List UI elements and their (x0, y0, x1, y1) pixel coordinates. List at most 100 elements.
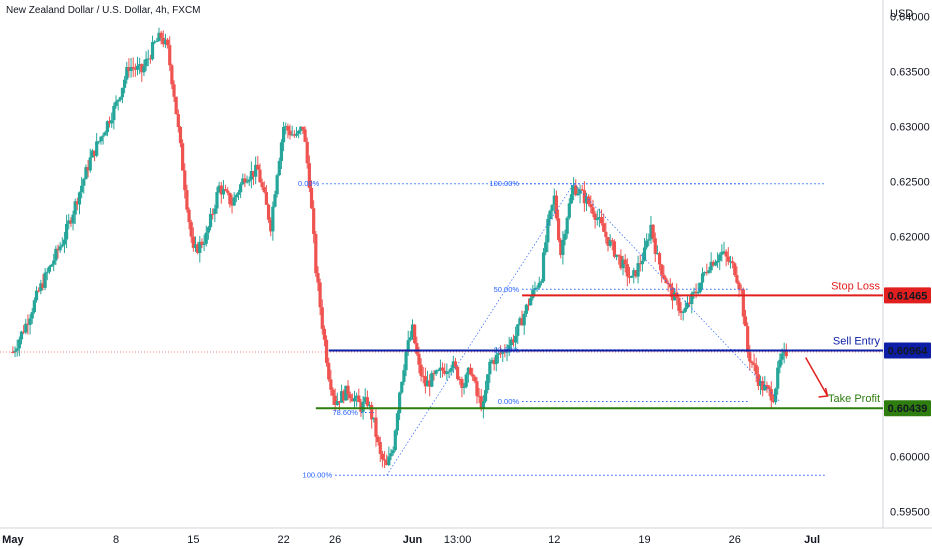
candle-body (150, 42, 155, 60)
candle-body (84, 167, 88, 180)
candle-body (567, 203, 571, 218)
candle-body (522, 313, 526, 326)
candle-body (125, 67, 129, 80)
candle-body (73, 201, 77, 215)
candle-body (498, 353, 503, 355)
candle-body (614, 254, 619, 257)
candle-body (432, 373, 436, 375)
candle-body (339, 391, 344, 403)
candle-body (333, 395, 337, 405)
candle-body (370, 404, 374, 420)
candle-body (400, 381, 404, 393)
plot-area[interactable]: 0.00%100.00%78.60%100.00%50.00%23.60%0.0… (0, 27, 883, 480)
candle-body (599, 217, 604, 224)
candle-body (247, 179, 251, 182)
price-tag (884, 342, 931, 359)
candle-body (550, 204, 554, 211)
candle-body (655, 253, 660, 255)
candle-body (739, 289, 743, 291)
candle-body (606, 237, 610, 246)
candle-body (189, 222, 193, 237)
candle-body (211, 213, 215, 215)
candle-body (297, 130, 301, 134)
candle-body (425, 380, 430, 387)
candle-body (236, 192, 241, 195)
candle-body (511, 339, 516, 343)
candle-body (430, 373, 434, 387)
candle-body (438, 367, 443, 371)
candle-body (580, 189, 584, 191)
candle-body (142, 66, 146, 73)
candle-body (331, 389, 335, 396)
candle-body (273, 194, 277, 207)
candle-body (576, 193, 580, 196)
candle-body (451, 361, 455, 369)
candle-body (524, 304, 528, 314)
fib-level-label: 0.00% (298, 179, 320, 188)
candle-body (367, 404, 372, 406)
candle-body (303, 129, 307, 142)
candle-body (97, 141, 101, 143)
candle-body (683, 307, 687, 312)
time-axis[interactable]: May 8 15 22 26 Jun 13:00 12 19 26 Jul (2, 534, 820, 546)
candle-body (784, 349, 788, 357)
candle-body (52, 260, 56, 265)
candle-body (630, 275, 634, 278)
candle-body (65, 223, 69, 240)
time-tick-label: 26 (729, 534, 741, 546)
candle-body (138, 64, 142, 66)
candle-body (309, 187, 314, 209)
candle-body (746, 326, 750, 353)
candle-body (763, 385, 767, 391)
candle-body (688, 302, 692, 305)
candle-body (488, 361, 492, 375)
candle-body (501, 351, 505, 354)
candle-body (526, 304, 531, 306)
price-tag-label: 0.60964 (888, 345, 929, 357)
candle-body (198, 241, 202, 253)
candle-body (146, 58, 150, 60)
candle-body (196, 244, 200, 253)
candle-body (423, 376, 427, 387)
candle-body (277, 160, 281, 176)
candle-body (391, 450, 395, 454)
candle-body (69, 220, 73, 224)
candle-body (15, 348, 19, 351)
candle-body (11, 352, 15, 353)
candle-body (456, 366, 460, 379)
candle-body (584, 196, 589, 204)
candle-body (292, 134, 296, 136)
candle-body (284, 126, 288, 128)
candle-body (733, 263, 737, 276)
candle-body (780, 353, 784, 360)
candle-body (402, 370, 406, 382)
candle-body (696, 291, 700, 294)
candle-body (322, 328, 327, 340)
fib-level-label: 100.00% (303, 471, 333, 480)
candle-body (187, 209, 191, 223)
candle-body (535, 287, 539, 289)
price-tag (884, 287, 931, 304)
candle-body (234, 194, 238, 198)
candle-body (77, 192, 82, 205)
candle-body (112, 105, 116, 121)
candle-body (421, 375, 425, 377)
candle-body (539, 281, 544, 283)
candle-body (337, 401, 342, 403)
candle-body (670, 287, 675, 301)
candle-body (645, 240, 649, 248)
candle-body (440, 367, 445, 371)
candle-body (761, 381, 765, 391)
candle-body (410, 324, 415, 338)
candle-body (750, 361, 754, 364)
candle-body (13, 350, 17, 353)
candle-body (640, 260, 644, 265)
candle-body (546, 219, 550, 243)
candle-body (503, 351, 507, 353)
candle-body (294, 133, 299, 136)
price-tick-label: 0.63000 (890, 122, 930, 134)
candle-body (206, 227, 210, 233)
candle-body (481, 401, 485, 409)
